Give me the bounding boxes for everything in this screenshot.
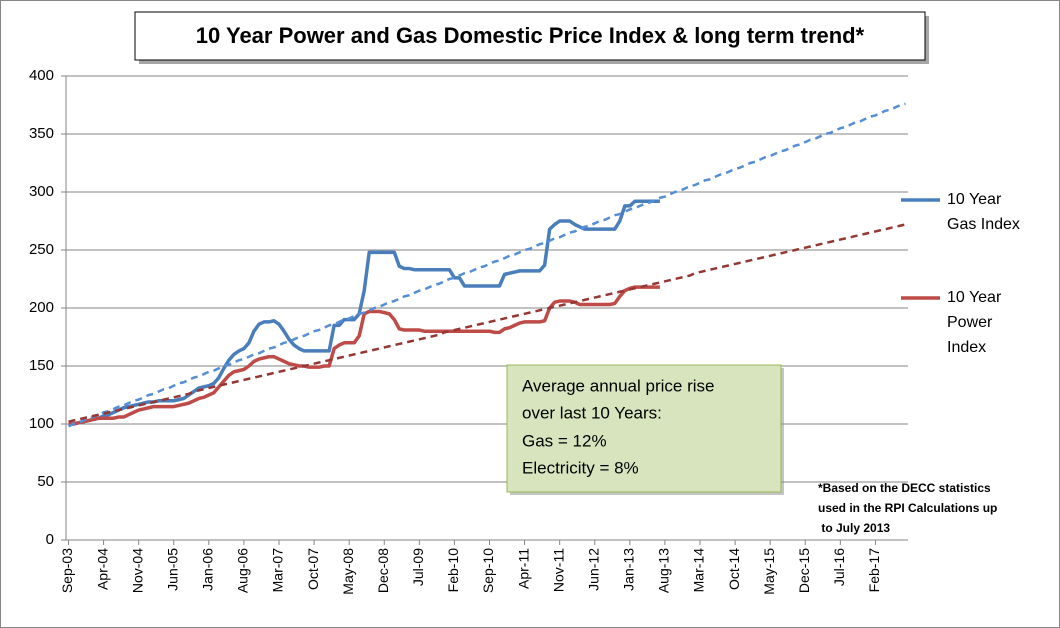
chart-title: 10 Year Power and Gas Domestic Price Ind… [196,23,865,48]
x-tick-label: May-08 [340,548,356,595]
x-tick-label: Sep-03 [59,548,75,593]
footnote-line: used in the RPI Calculations up [818,501,997,515]
annotation-line: Electricity = 8% [522,458,639,477]
y-tick-label: 100 [29,415,54,432]
annotation-line: Average annual price rise [522,376,714,395]
x-tick-label: Mar-14 [691,548,707,593]
y-tick-label: 50 [37,473,54,490]
footnote-line: *Based on the DECC statistics [818,481,991,495]
y-tick-label: 0 [46,531,54,548]
y-tick-label: 350 [29,125,54,142]
x-tick-label: Jun-05 [164,548,180,591]
footnote-line: to July 2013 [818,521,890,535]
x-tick-label: Sep-10 [480,548,496,593]
x-tick-label: Oct-14 [726,548,742,590]
plot-area: 0 50 100 150 200 250 300 350 400 Sep-03 Apr-04 Nov-… [29,67,908,595]
x-tick-label: Nov-11 [550,548,566,592]
annotation-box [506,364,782,493]
x-tick-label: Jan-06 [200,548,216,591]
x-tick-label: Oct-07 [305,548,321,590]
x-tick-label: Feb-10 [445,548,461,593]
legend-label: 10 Year Power Index [947,289,1002,356]
y-tick-label: 250 [29,241,54,258]
x-tick-label: Apr-04 [94,548,110,590]
x-tick-label: Apr-11 [515,548,531,589]
x-tick-label: Feb-17 [866,548,882,593]
trend-line [67,102,906,428]
title-box [134,11,926,61]
annotation-line: Gas = 12% [522,431,607,450]
x-tick-label: Jul-09 [410,548,426,586]
y-tick-label: 200 [29,299,54,316]
x-tick-label: Dec-15 [796,548,812,593]
legend-label: 10 Year Gas Index [947,191,1020,233]
x-tick-label: Nov-04 [129,548,145,593]
annotation-line: over last 10 Years: [522,403,662,422]
x-tick-label: Jun-12 [585,548,601,591]
x-tick-label: Jan-13 [621,548,637,591]
y-tick-label: 400 [29,67,54,84]
x-tick-label: Dec-08 [375,548,391,593]
x-tick-label: Mar-07 [270,548,286,593]
y-tick-label: 300 [29,183,54,200]
y-tick-label: 150 [29,357,54,374]
x-tick-label: Aug-13 [656,548,672,593]
x-tick-label: Jul-16 [831,548,847,586]
x-tick-label: Aug-06 [235,548,251,593]
line [68,199,660,426]
x-tick-label: May-15 [761,548,777,595]
